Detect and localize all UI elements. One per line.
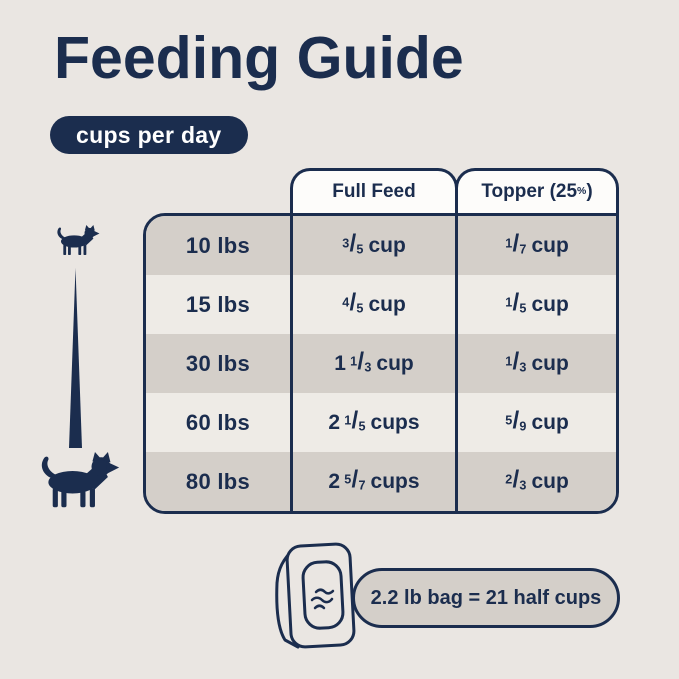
full-feed-cell: 4/5 cup [290,275,455,334]
fraction-value: 4/5 [342,289,364,317]
fraction-value: 1/5 [505,289,527,317]
full-feed-cell: 1 1/3 cup [290,334,455,393]
full-feed-cell: 3/5 cup [290,216,455,275]
large-dog-icon [41,452,120,508]
food-bag-icon [275,542,356,649]
fraction-value: 2/3 [505,466,527,494]
weight-cell: 60 lbs [146,393,290,452]
bag-note-pill: 2.2 lb bag = 21 half cups [352,568,620,628]
size-increase-wedge [69,268,82,448]
column-header-full-feed: Full Feed [290,168,458,216]
topper-cell: 5/9 cup [455,393,616,452]
weight-cell: 80 lbs [146,452,290,511]
fraction-value: 5/7 [344,466,366,494]
cups-per-day-badge: cups per day [50,116,248,154]
full-feed-cell: 2 1/5 cups [290,393,455,452]
weight-cell: 10 lbs [146,216,290,275]
fraction-value: 3/5 [342,230,364,258]
topper-cell: 1/3 cup [455,334,616,393]
bag-note-text: 2.2 lb bag = 21 half cups [370,586,602,609]
page-title: Feeding Guide [54,25,464,91]
topper-percent-superscript: % [577,186,587,197]
topper-cell: 2/3 cup [455,452,616,511]
small-dog-icon [57,225,100,256]
weight-cell: 30 lbs [146,334,290,393]
topper-cell: 1/7 cup [455,216,616,275]
full-feed-cell: 2 5/7 cups [290,452,455,511]
fraction-value: 1/3 [505,348,527,376]
fraction-value: 5/9 [505,407,527,435]
feeding-table: 10 lbs 3/5 cup 1/7 cup 15 lbs 4/5 cup 1/5 cu… [143,213,619,514]
fraction-value: 1/5 [344,407,366,435]
weight-cell: 15 lbs [146,275,290,334]
topper-cell: 1/5 cup [455,275,616,334]
fraction-value: 1/3 [350,348,372,376]
column-header-topper: Topper (25%) [455,168,619,216]
topper-label-close: ) [586,180,593,202]
topper-label-text: Topper (25 [481,180,578,202]
fraction-value: 1/7 [505,230,527,258]
